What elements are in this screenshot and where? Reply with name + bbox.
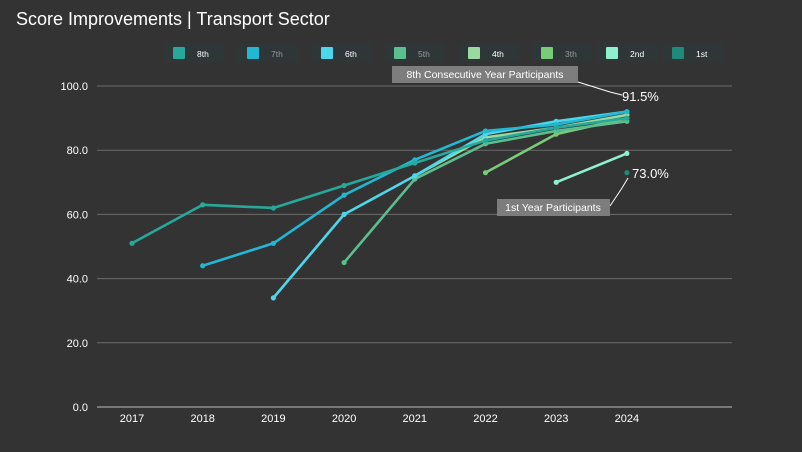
x-tick-label: 2017 [120,413,144,425]
series-line [130,116,629,245]
legend-item-5th[interactable]: 5th [385,44,445,62]
x-tick-label: 2021 [403,413,427,425]
x-tick-label: 2018 [190,413,214,425]
legend-label: 8th [197,49,209,59]
data-point[interactable] [624,115,630,121]
legend-item-6th[interactable]: 6th [312,44,372,62]
legend-label: 1st [696,49,708,59]
data-point[interactable] [412,160,418,166]
y-tick-label: 100.0 [60,81,88,93]
y-tick-label: 40.0 [67,274,88,286]
series-line [413,113,629,178]
legend-label: 3th [565,49,577,59]
data-point[interactable] [553,125,559,131]
annotation-label: 1st Year Participants [505,202,601,214]
data-point[interactable] [412,173,418,179]
legend-label: 6th [345,49,357,59]
data-point[interactable] [270,205,276,211]
data-point[interactable] [341,192,347,198]
x-tick-label: 2019 [261,413,285,425]
legend-swatch [321,47,333,59]
annotation-value: 73.0% [632,166,669,181]
series-1st [624,170,630,176]
y-tick-label: 20.0 [67,338,88,350]
series-2nd [553,150,630,185]
y-tick-label: 80.0 [67,145,88,157]
annotation-connector [577,81,623,96]
legend-item-7th[interactable]: 7th [238,44,298,62]
series-line [554,152,629,184]
data-point[interactable] [624,170,630,176]
legend-item-1st[interactable]: 1st [663,44,723,62]
series-line [201,110,629,268]
annotation-box [392,66,578,83]
legend-swatch [247,47,259,59]
data-point[interactable] [341,182,347,189]
x-tick-label: 2024 [615,413,639,425]
data-point[interactable] [341,211,347,217]
series-line [272,110,629,300]
annotation-box [497,199,610,216]
annotation-8th-year: 8th Consecutive Year Participants 91.5% [392,66,659,104]
legend-swatch [606,47,618,59]
legend-swatch [468,47,480,59]
y-axis: 0.0 20.0 40.0 60.0 80.0 100.0 [60,81,88,414]
data-point[interactable] [482,170,489,176]
x-axis: 2017 2018 2019 2020 2021 2022 2023 2024 [120,413,639,425]
annotation-label: 8th Consecutive Year Participants [406,69,563,81]
grid-lines [97,85,732,408]
legend-swatch [394,47,406,59]
legend: 8th 7th 6th 5th 4th 3th 2nd 1st [164,44,723,62]
x-tick-label: 2022 [473,413,497,425]
legend-label: 2nd [630,49,644,59]
annotation-1st-year: 73.0% 1st Year Participants [497,166,669,216]
data-point[interactable] [200,263,206,269]
legend-swatch [173,47,185,59]
y-tick-label: 60.0 [67,209,88,221]
chart-title: Score Improvements | Transport Sector [16,9,330,29]
data-point[interactable] [129,240,135,246]
x-tick-label: 2023 [544,413,568,425]
x-tick-label: 2020 [332,413,356,425]
annotation-connector [609,177,629,207]
annotation-value: 91.5% [622,89,659,104]
series-8th [129,115,630,246]
data-point[interactable] [270,295,276,301]
data-point[interactable] [482,137,489,144]
legend-swatch [541,47,553,59]
legend-label: 7th [271,49,283,59]
series-layer [129,109,630,301]
legend-swatch [672,47,684,59]
data-point[interactable] [341,259,347,266]
legend-item-8th[interactable]: 8th [164,44,224,62]
legend-item-3th[interactable]: 3th [532,44,592,62]
legend-label: 5th [418,49,430,59]
data-point[interactable] [624,150,630,157]
annotations: 8th Consecutive Year Participants 91.5% 73… [392,66,669,216]
data-point[interactable] [482,128,489,134]
data-point[interactable] [624,109,630,115]
legend-label: 4th [492,49,504,59]
data-point[interactable] [553,179,559,185]
y-tick-label: 0.0 [73,402,88,414]
data-point[interactable] [270,240,276,246]
legend-item-2nd[interactable]: 2nd [597,44,657,62]
data-point[interactable] [200,202,206,208]
legend-item-4th[interactable]: 4th [459,44,519,62]
